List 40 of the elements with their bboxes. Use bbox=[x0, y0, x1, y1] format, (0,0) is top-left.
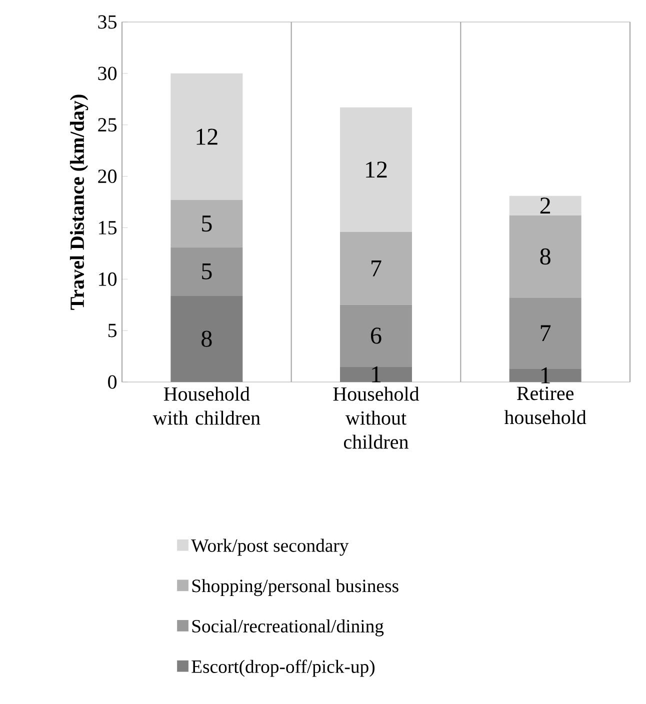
data-label: 2 bbox=[540, 198, 550, 214]
y-tick-label: 15 bbox=[99, 221, 117, 234]
data-label: 8 bbox=[202, 330, 212, 347]
y-tick-label: 30 bbox=[98, 66, 117, 80]
x-tick-label: Household without children bbox=[333, 386, 420, 449]
y-tick-label: 0 bbox=[108, 375, 117, 389]
data-label: 8 bbox=[540, 248, 550, 265]
legend-label: Social/recreational/dining bbox=[192, 619, 384, 636]
bar bbox=[340, 304, 412, 367]
data-label: 5 bbox=[202, 263, 212, 280]
y-tick-label: 20 bbox=[98, 170, 117, 184]
y-tick-label: 5 bbox=[108, 324, 117, 338]
y-tick-label: 35 bbox=[98, 15, 117, 29]
legend-label: Shopping/personal business bbox=[192, 579, 398, 596]
bar bbox=[170, 247, 243, 296]
legend-label: Escort(drop-off/pick-up) bbox=[192, 660, 374, 677]
bar bbox=[509, 215, 582, 298]
bar bbox=[170, 296, 243, 382]
bar bbox=[509, 368, 582, 382]
bar bbox=[340, 107, 412, 232]
y-axis-title: Travel Distance (km/day) bbox=[70, 94, 88, 310]
y-tick-label: 25 bbox=[98, 118, 117, 132]
data-label: 12 bbox=[196, 128, 218, 145]
data-label: 6 bbox=[371, 328, 382, 344]
data-label: 1 bbox=[372, 366, 381, 382]
data-label: 12 bbox=[366, 162, 387, 178]
data-label: 7 bbox=[372, 260, 382, 276]
bar bbox=[340, 232, 412, 305]
data-label: 1 bbox=[541, 367, 550, 384]
bar bbox=[509, 196, 582, 216]
bar bbox=[170, 73, 243, 200]
bar bbox=[340, 366, 412, 382]
x-tick-label: Retiree household bbox=[504, 386, 586, 424]
legend-label: Work/post secondary bbox=[191, 538, 349, 556]
bar bbox=[170, 200, 243, 248]
data-label: 7 bbox=[540, 325, 551, 341]
x-tick-label: Household with children bbox=[152, 386, 260, 425]
bar bbox=[509, 298, 582, 369]
data-label: 5 bbox=[202, 216, 212, 232]
y-tick-label: 10 bbox=[99, 272, 117, 286]
